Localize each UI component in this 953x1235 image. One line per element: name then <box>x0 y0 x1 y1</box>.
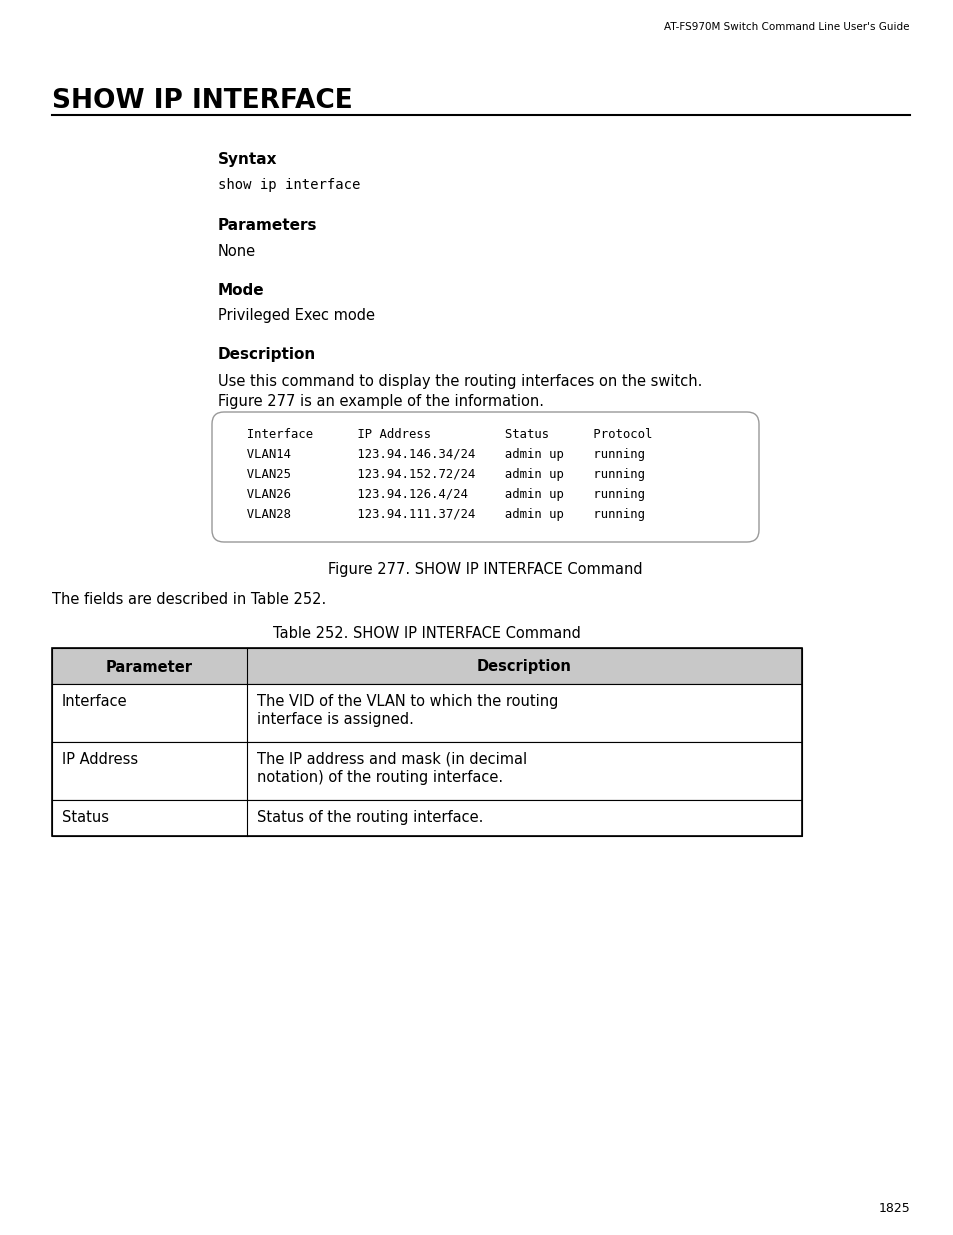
Text: None: None <box>218 245 255 259</box>
Bar <box>52 742 801 800</box>
Text: SHOW IP INTERFACE: SHOW IP INTERFACE <box>52 88 353 114</box>
Bar <box>52 648 801 684</box>
Text: The VID of the VLAN to which the routing: The VID of the VLAN to which the routing <box>256 694 558 709</box>
Bar <box>52 800 801 836</box>
Text: Interface: Interface <box>62 694 128 709</box>
Text: show ip interface: show ip interface <box>218 178 360 191</box>
Text: Privileged Exec mode: Privileged Exec mode <box>218 308 375 324</box>
Text: Description: Description <box>218 347 315 362</box>
Text: The IP address and mask (in decimal: The IP address and mask (in decimal <box>256 752 527 767</box>
Text: Figure 277. SHOW IP INTERFACE Command: Figure 277. SHOW IP INTERFACE Command <box>328 562 642 577</box>
Text: IP Address: IP Address <box>62 752 138 767</box>
Text: AT-FS970M Switch Command Line User's Guide: AT-FS970M Switch Command Line User's Gui… <box>664 22 909 32</box>
Text: VLAN28         123.94.111.37/24    admin up    running: VLAN28 123.94.111.37/24 admin up running <box>232 508 644 521</box>
Text: The fields are described in Table 252.: The fields are described in Table 252. <box>52 592 326 606</box>
Text: VLAN26         123.94.126.4/24     admin up    running: VLAN26 123.94.126.4/24 admin up running <box>232 488 644 501</box>
Text: Parameter: Parameter <box>106 659 193 674</box>
Text: notation) of the routing interface.: notation) of the routing interface. <box>256 769 502 785</box>
Text: Description: Description <box>476 659 572 674</box>
Text: Interface      IP Address          Status      Protocol: Interface IP Address Status Protocol <box>232 429 652 441</box>
Text: Mode: Mode <box>218 283 264 298</box>
Text: interface is assigned.: interface is assigned. <box>256 713 414 727</box>
Text: Use this command to display the routing interfaces on the switch.: Use this command to display the routing … <box>218 374 701 389</box>
Bar <box>52 684 801 742</box>
Text: 1825: 1825 <box>878 1202 909 1215</box>
Text: Figure 277 is an example of the information.: Figure 277 is an example of the informat… <box>218 394 543 409</box>
Text: Table 252. SHOW IP INTERFACE Command: Table 252. SHOW IP INTERFACE Command <box>273 626 580 641</box>
Text: VLAN14         123.94.146.34/24    admin up    running: VLAN14 123.94.146.34/24 admin up running <box>232 448 644 461</box>
Text: Status: Status <box>62 810 109 825</box>
FancyBboxPatch shape <box>212 412 759 542</box>
Text: VLAN25         123.94.152.72/24    admin up    running: VLAN25 123.94.152.72/24 admin up running <box>232 468 644 480</box>
Text: Status of the routing interface.: Status of the routing interface. <box>256 810 483 825</box>
Bar <box>52 648 801 836</box>
Text: Syntax: Syntax <box>218 152 277 167</box>
Text: Parameters: Parameters <box>218 219 317 233</box>
